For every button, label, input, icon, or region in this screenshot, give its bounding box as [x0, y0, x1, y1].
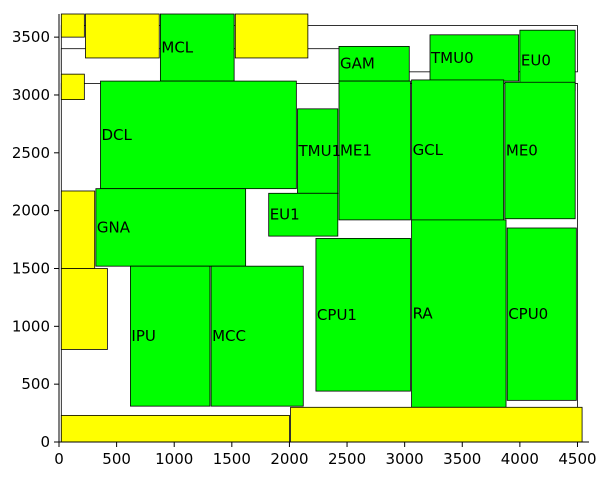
y-tick-label-500: 500: [21, 375, 50, 393]
block-cpu0: [506, 227, 577, 401]
block-label-eu0: EU0: [521, 51, 551, 69]
x-tick-label-4500: 4500: [558, 450, 596, 468]
y-tick-label-3000: 3000: [12, 86, 50, 104]
block-eu0: [519, 29, 576, 91]
filler-block-16: [60, 190, 96, 269]
x-tick-label-1500: 1500: [213, 450, 251, 468]
block-label-gna: GNA: [97, 218, 131, 236]
block-label-me0: ME0: [506, 141, 538, 159]
axes: 0 500 1000 1500 2000 2500 3000 3500 4000 4500 0 500…: [12, 14, 597, 468]
filler-block-19: [60, 268, 108, 350]
block-gcl: [411, 79, 505, 221]
y-tick-label-2500: 2500: [12, 144, 50, 162]
blocks-layer: [60, 13, 583, 443]
block-me0: [504, 81, 576, 220]
x-tick-label-3500: 3500: [443, 450, 481, 468]
block-label-tmu1: TMU1: [298, 142, 342, 160]
y-tick-label-1000: 1000: [12, 317, 50, 335]
x-tick-label-0: 0: [54, 450, 64, 468]
block-me1: [338, 80, 411, 221]
block-label-dcl: DCL: [101, 126, 132, 144]
y-tick-label-3500: 3500: [12, 28, 50, 46]
x-tick-label-500: 500: [102, 450, 131, 468]
block-ra: [411, 219, 507, 408]
block-label-eu1: EU1: [270, 206, 300, 224]
block-cpu1: [315, 238, 411, 392]
block-label-cpu1: CPU1: [317, 306, 357, 324]
filler-block-25: [60, 414, 290, 443]
block-label-mcc: MCC: [212, 327, 246, 345]
block-label-me1: ME1: [340, 141, 372, 159]
block-dcl: [100, 80, 297, 190]
block-ipu: [130, 265, 211, 407]
filler-block-4: [85, 13, 160, 59]
block-label-ra: RA: [413, 305, 434, 323]
block-eu1: [268, 192, 339, 237]
block-label-cpu0: CPU0: [508, 305, 548, 323]
block-gam: [338, 45, 410, 82]
block-gna: [95, 188, 247, 267]
x-tick-label-3000: 3000: [386, 450, 424, 468]
x-tick-label-2000: 2000: [270, 450, 308, 468]
block-label-mcl: MCL: [161, 39, 193, 57]
x-tick-label-2500: 2500: [328, 450, 366, 468]
x-tick-label-1000: 1000: [155, 450, 193, 468]
block-label-tmu0: TMU0: [430, 49, 474, 67]
x-tick-label-4000: 4000: [501, 450, 539, 468]
block-label-ipu: IPU: [131, 327, 155, 345]
y-tick-label-1500: 1500: [12, 259, 50, 277]
filler-block-6: [60, 73, 85, 101]
block-label-gcl: GCL: [413, 141, 444, 159]
block-mcl: [159, 13, 235, 82]
y-tick-label-2000: 2000: [12, 202, 50, 220]
y-tick-label-0: 0: [40, 433, 50, 451]
filler-block-5: [234, 13, 309, 59]
block-mcc: [210, 265, 304, 407]
block-label-gam: GAM: [340, 55, 375, 73]
filler-block-26: [290, 406, 583, 443]
filler-block-3: [60, 13, 85, 38]
